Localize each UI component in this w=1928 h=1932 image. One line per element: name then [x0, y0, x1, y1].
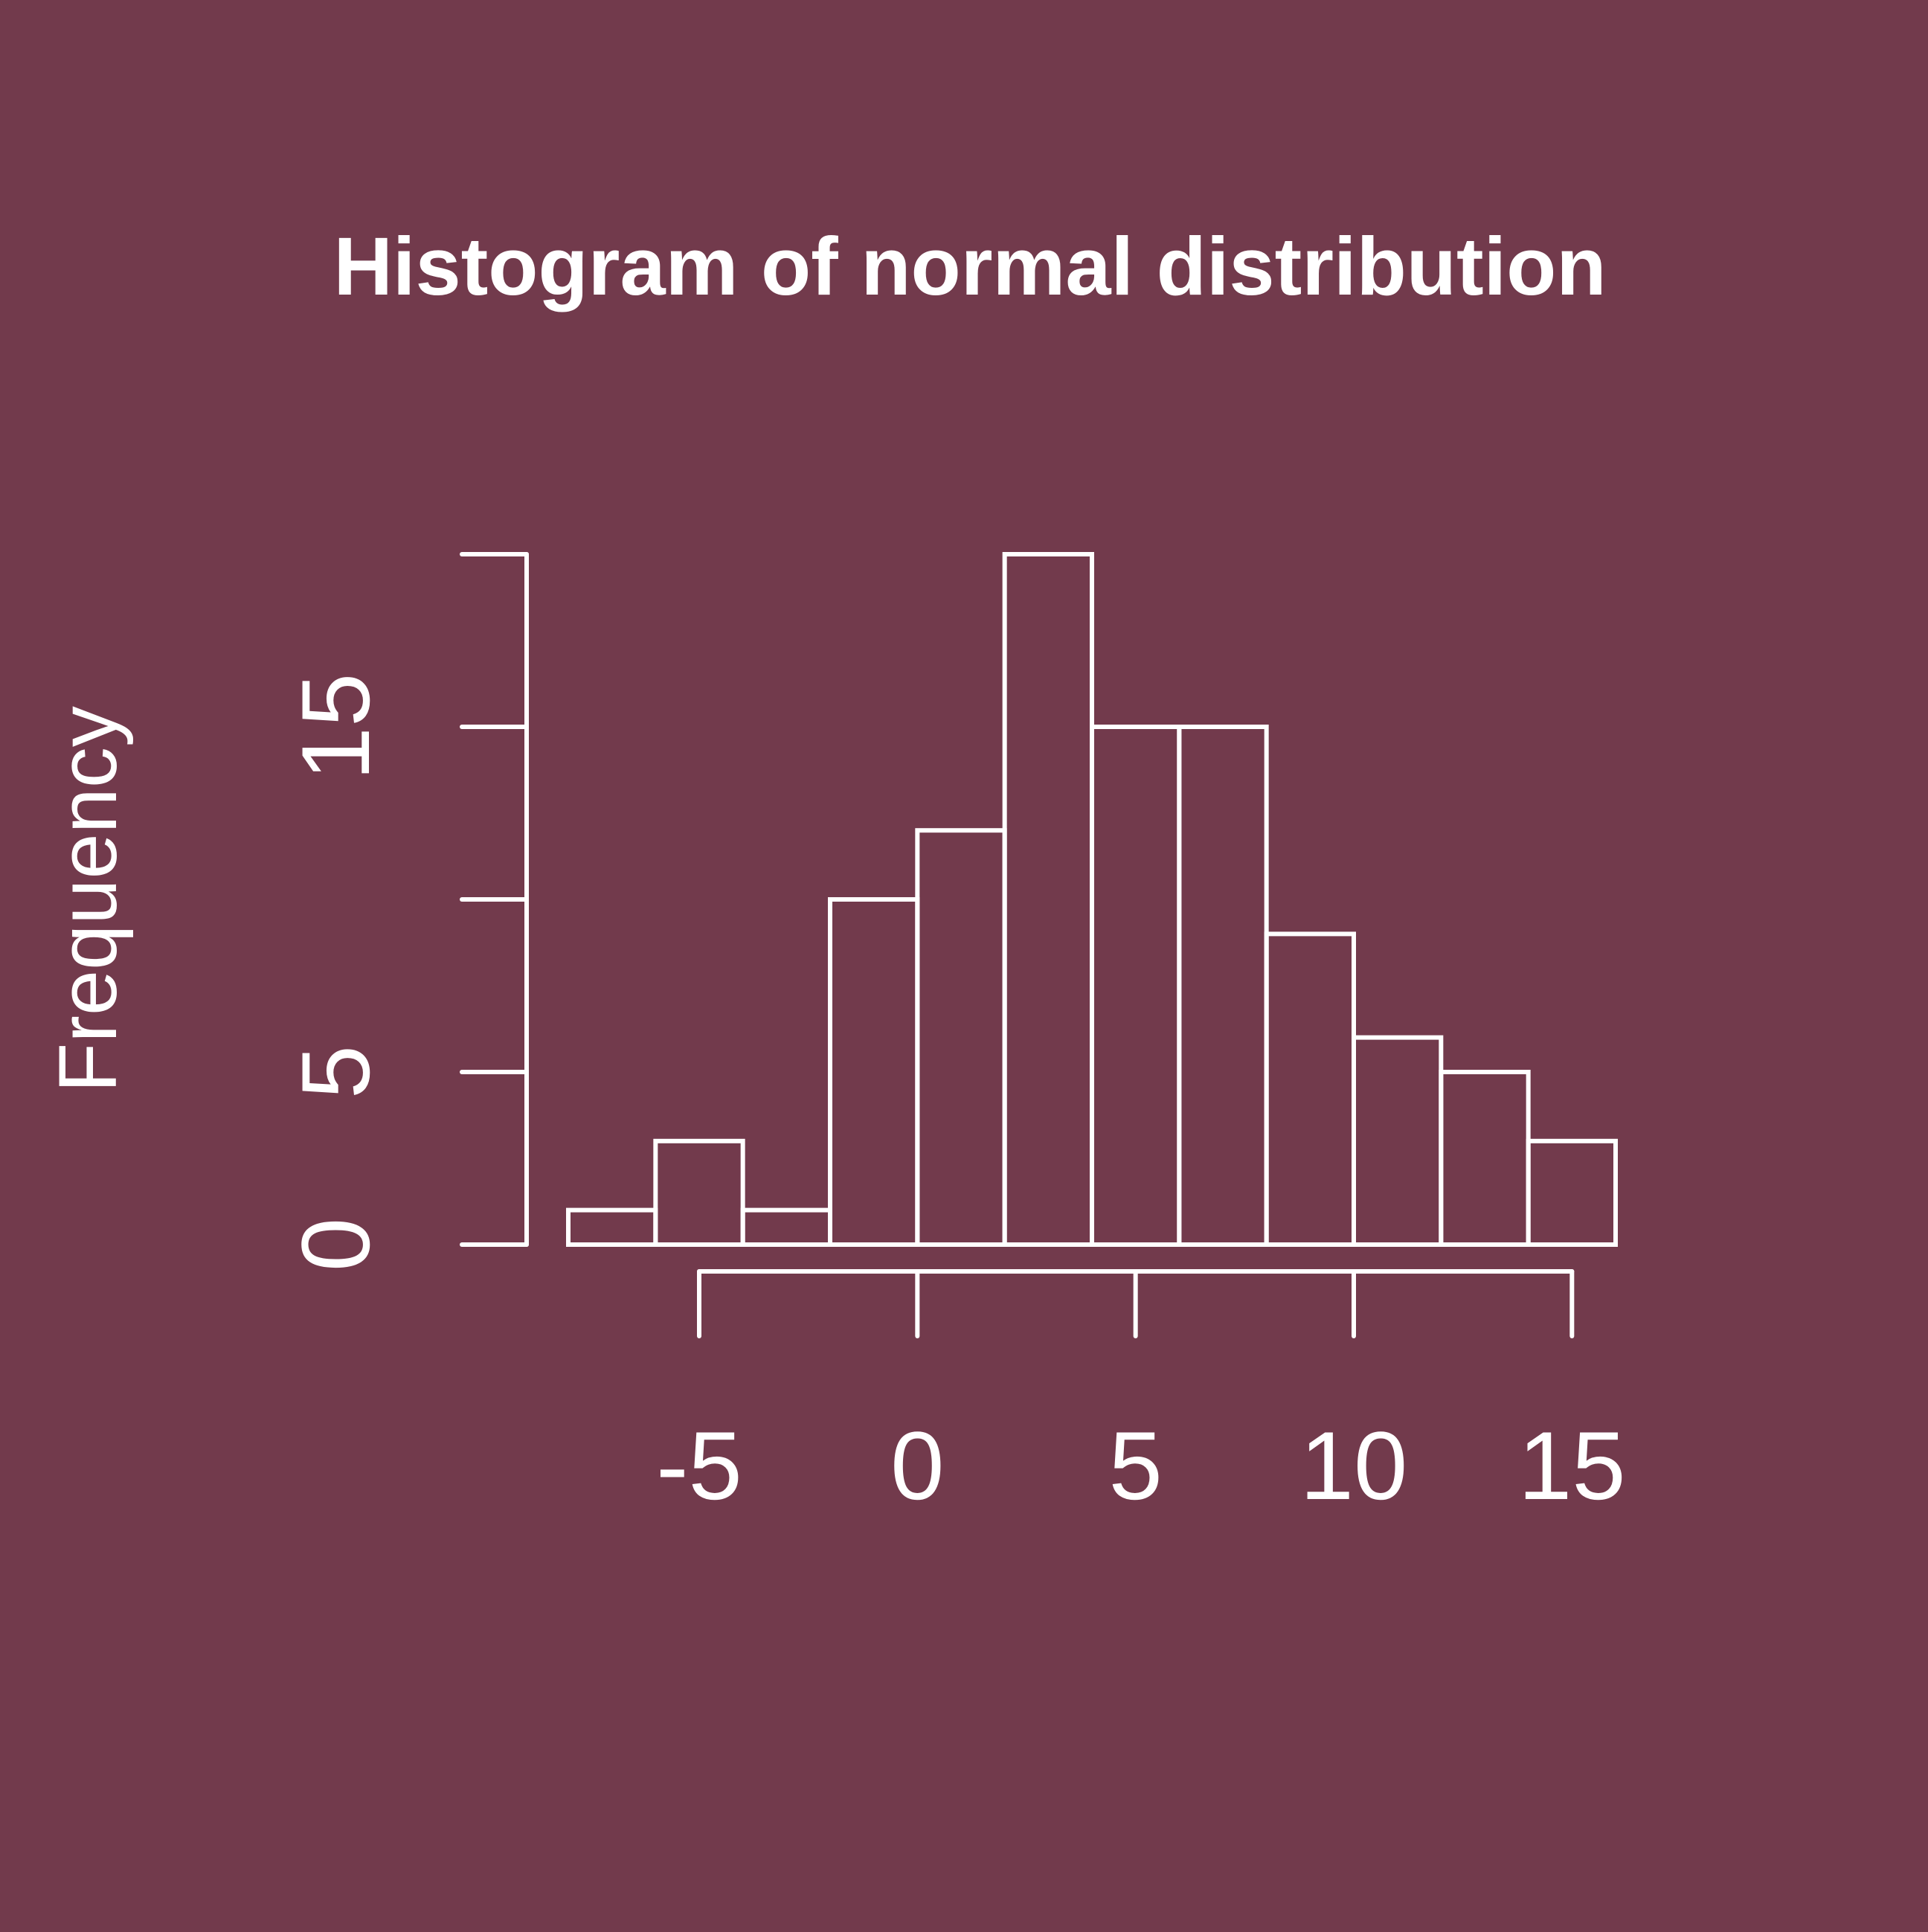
x-tick-label-1: 0	[890, 1411, 944, 1520]
histogram-bar-5	[1002, 552, 1094, 1247]
x-tick-label-3: 10	[1300, 1411, 1408, 1520]
x-tick-label-2: 5	[1109, 1411, 1163, 1520]
x-axis: -5 0 5 10 15	[656, 1269, 1626, 1520]
histogram-bar-1	[653, 1138, 745, 1248]
y-tick-label-3: 15	[281, 673, 390, 781]
y-tick-label-0: 0	[281, 1218, 390, 1271]
histogram-bar-9	[1352, 1035, 1444, 1247]
histogram-bar-6	[1090, 725, 1182, 1247]
histogram-bar-2	[740, 1207, 833, 1247]
histogram-bar-8	[1264, 931, 1356, 1248]
y-tick-label-1: 5	[281, 1045, 390, 1099]
histogram-bars	[566, 552, 1619, 1248]
y-axis-label: Frequency	[42, 706, 134, 1093]
y-axis: 0 5 15	[281, 552, 529, 1271]
histogram-bar-7	[1177, 725, 1269, 1247]
x-tick-label-4: 15	[1518, 1411, 1626, 1520]
histogram-bar-0	[566, 1207, 658, 1247]
histogram-bar-11	[1526, 1138, 1619, 1248]
histogram-bar-10	[1439, 1070, 1531, 1247]
chart-title: Histogram of normal distribution	[333, 221, 1606, 312]
histogram-bar-4	[915, 828, 1007, 1247]
x-tick-label-0: -5	[656, 1411, 742, 1520]
histogram-bar-3	[828, 897, 920, 1247]
